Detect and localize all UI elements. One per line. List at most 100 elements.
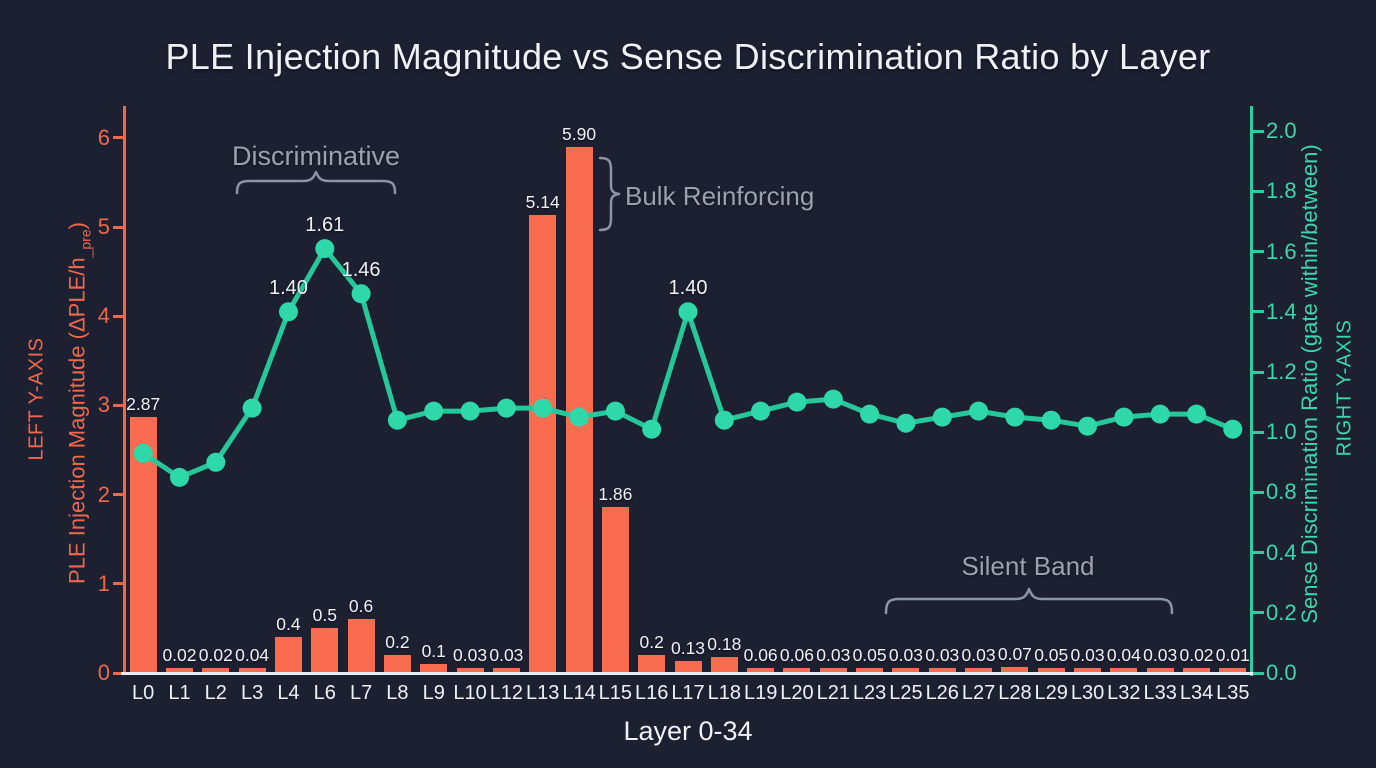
line-point (787, 392, 807, 412)
silent-band-brace (884, 587, 1174, 615)
x-tick-label: L12 (489, 682, 524, 704)
left-y-tick (113, 136, 123, 140)
x-tick-label: L32 (1107, 682, 1141, 704)
bar-value-label: 5.14 (525, 191, 560, 212)
x-axis-line (121, 672, 1253, 675)
right-y-tick (1253, 189, 1264, 193)
line-point (133, 443, 153, 463)
bar-value-label: 0.02 (198, 644, 233, 665)
left-y-tick-label: 5 (97, 214, 110, 239)
bar (529, 214, 557, 673)
bar (274, 637, 302, 673)
bar-value-label: 0.04 (235, 644, 270, 665)
right-y-tick-label: 0.4 (1266, 539, 1297, 565)
line-point (969, 401, 989, 421)
bar-value-label: 1.86 (598, 484, 633, 505)
right-y-tick (1253, 551, 1264, 555)
line-point (1187, 404, 1206, 424)
line-point (279, 302, 298, 322)
bar (492, 667, 520, 673)
right-y-tick-label: 0.2 (1266, 599, 1297, 625)
line-point (1041, 410, 1061, 430)
x-tick-label: L23 (852, 682, 887, 704)
bar (1183, 667, 1211, 673)
x-tick-label: L29 (1034, 682, 1068, 704)
line-point (170, 467, 189, 487)
left-y-tick (113, 403, 123, 407)
bar-value-label: 0.03 (1070, 644, 1105, 665)
bar (1001, 666, 1029, 673)
line-point (678, 302, 698, 322)
left-y-axis-line (123, 106, 126, 675)
bar-value-label: 0.2 (639, 632, 664, 653)
bar-value-label: 0.03 (453, 644, 488, 665)
x-tick-label: L1 (168, 682, 191, 704)
right-y-tick (1253, 250, 1264, 254)
bar (165, 667, 193, 673)
line-point (1078, 416, 1097, 436)
x-tick-label: L7 (349, 682, 373, 704)
bar (892, 667, 920, 673)
line-point (351, 284, 371, 304)
line-point (605, 401, 625, 421)
x-tick-label: L35 (1216, 682, 1250, 704)
right-y-tick (1253, 671, 1264, 675)
bar (1074, 667, 1102, 673)
left-y-tick-label: 0 (97, 660, 110, 685)
line-point (569, 407, 589, 427)
bar (928, 667, 956, 673)
right-y-tick-label: 1.0 (1266, 419, 1297, 445)
x-tick-label: L9 (422, 682, 445, 704)
bar-value-label: 0.02 (162, 644, 197, 665)
line-point-label: 1.40 (668, 276, 708, 299)
x-tick-label: L26 (925, 682, 959, 704)
right-y-tick (1253, 310, 1264, 314)
right-y-tick (1253, 611, 1264, 615)
right-y-tick (1253, 490, 1264, 494)
bar (383, 655, 411, 673)
bar (347, 619, 375, 673)
x-tick-label: L16 (634, 682, 669, 704)
left-y-tick (113, 582, 123, 586)
right-y-tick (1253, 430, 1264, 434)
line-point (751, 401, 771, 421)
bar (710, 656, 738, 673)
line-point (206, 452, 226, 472)
bar (456, 667, 484, 673)
line-point-label: 1.61 (305, 213, 345, 236)
bulk-reinforcing-brace (598, 156, 621, 232)
bar-value-label: 5.90 (562, 123, 597, 144)
annotation-silent-band: Silent Band (961, 551, 1095, 581)
x-tick-label: L14 (562, 682, 596, 704)
bar (783, 667, 811, 673)
x-tick-label: L25 (889, 682, 923, 704)
line-point (315, 239, 335, 259)
bar (819, 667, 847, 673)
bar-value-label: 0.03 (925, 644, 960, 665)
x-tick-label: L2 (204, 682, 227, 704)
line-point (242, 398, 262, 418)
bar-value-label: 0.07 (997, 643, 1032, 664)
right-y-tick (1253, 370, 1264, 374)
line-point (496, 398, 516, 418)
left-y-tick-label: 2 (97, 481, 110, 507)
x-tick-label: L28 (998, 682, 1032, 704)
x-tick-label: L8 (386, 682, 409, 704)
annotation-discriminative: Discriminative (231, 141, 401, 171)
x-tick-label: L20 (780, 682, 814, 704)
x-axis-title: Layer 0-34 (623, 716, 753, 746)
annotation-bulk-reinforcing: Bulk Reinforcing (625, 181, 815, 211)
x-tick-label: L15 (598, 682, 633, 704)
bar (202, 667, 230, 673)
bar (238, 667, 266, 673)
left-y-tick (113, 225, 123, 229)
bar (1146, 667, 1174, 673)
line-point (932, 407, 952, 427)
right-y-tick-label: 1.2 (1266, 359, 1297, 384)
right-y-tick (1253, 129, 1264, 133)
bar-value-label: 2.87 (126, 394, 161, 414)
left-y-tick-label: 4 (97, 303, 110, 329)
bar (420, 664, 448, 673)
bar-value-label: 0.5 (312, 605, 337, 626)
